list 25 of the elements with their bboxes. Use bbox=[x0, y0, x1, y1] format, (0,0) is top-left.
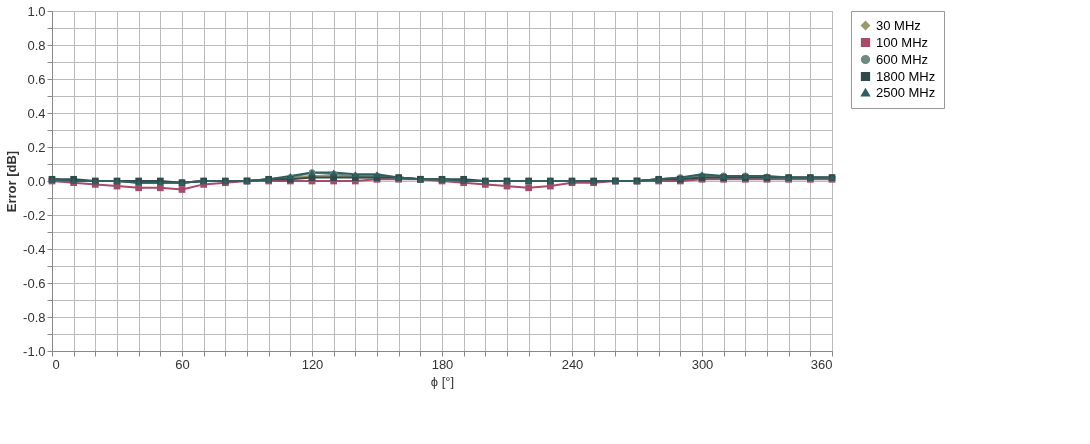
y-tick-label: -0.6 bbox=[23, 275, 46, 291]
y-tick-label: -0.2 bbox=[23, 207, 46, 223]
y-tick-label: 0.6 bbox=[27, 71, 46, 87]
y-axis-title: Error [dB] bbox=[4, 150, 20, 213]
legend-label: 100 MHz bbox=[876, 34, 929, 50]
x-tick-label: 120 bbox=[301, 356, 324, 372]
x-axis-title: ϕ [°] bbox=[430, 373, 455, 389]
x-tick-label: 240 bbox=[561, 356, 584, 372]
x-tick-label: 360 bbox=[810, 356, 833, 372]
y-tick-label: -1.0 bbox=[23, 343, 46, 359]
y-tick-label: 0.8 bbox=[27, 37, 46, 53]
y-tick-label: 0.4 bbox=[27, 105, 46, 121]
y-tick-label: 0.2 bbox=[27, 139, 46, 155]
legend-label: 1800 MHz bbox=[876, 68, 936, 84]
y-tick-label: -0.8 bbox=[23, 309, 46, 325]
y-tick-label: 1.0 bbox=[27, 3, 46, 19]
x-tick-label: 180 bbox=[431, 356, 454, 372]
legend-label: 600 MHz bbox=[876, 51, 929, 67]
legend-label: 30 MHz bbox=[876, 17, 921, 33]
x-tick-label: 0 bbox=[52, 356, 60, 372]
y-tick-label: 0.0 bbox=[27, 173, 46, 189]
x-tick-label: 300 bbox=[691, 356, 714, 372]
legend-label: 2500 MHz bbox=[876, 84, 936, 100]
y-tick-label: -0.4 bbox=[23, 241, 46, 257]
x-tick-label: 60 bbox=[175, 356, 190, 372]
